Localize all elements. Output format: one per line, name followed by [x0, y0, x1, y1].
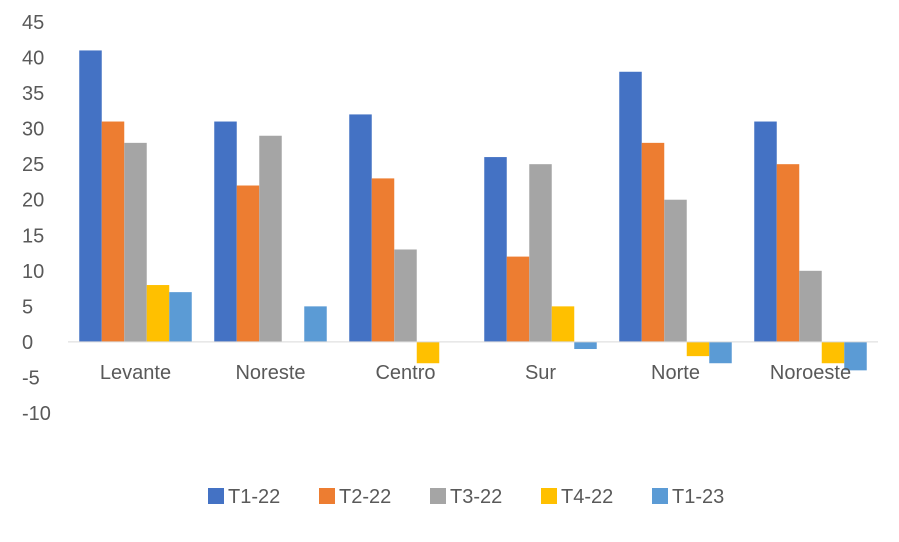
bar-t2-22-noroeste: [776, 164, 800, 342]
y-tick-label: 25: [22, 154, 44, 176]
bar-t2-22-norte: [641, 142, 665, 342]
bar-t2-22-levante: [101, 121, 125, 342]
bar-t2-22-sur: [506, 256, 530, 342]
y-tick-label: 5: [22, 296, 33, 318]
bar-t1-23-noreste: [304, 306, 327, 342]
bar-t3-22-centro: [394, 249, 417, 342]
x-tick-label: Levante: [100, 362, 171, 384]
bar-t4-22-levante: [146, 285, 170, 342]
legend-swatch: [541, 488, 557, 504]
bar-t1-22-levante: [79, 50, 102, 342]
legend-swatch: [430, 488, 446, 504]
y-tick-label: 45: [22, 12, 44, 34]
bar-t1-23-noroeste: [844, 341, 867, 371]
y-tick-label: 35: [22, 83, 44, 105]
bar-t3-22-noroeste: [799, 270, 822, 342]
y-tick-label: 0: [22, 332, 33, 354]
bar-t4-22-sur: [551, 306, 575, 342]
legend-label: T3-22: [450, 486, 502, 508]
y-tick-label: 30: [22, 119, 44, 141]
y-tick-label: 10: [22, 261, 44, 283]
x-tick-label: Norte: [651, 362, 700, 384]
y-tick-label: 40: [22, 48, 44, 70]
legend-label: T2-22: [339, 486, 391, 508]
legend-swatch: [319, 488, 335, 504]
bar-t1-23-norte: [709, 341, 732, 364]
y-axis-labels: -10 -5 0 5 10 15 20 25 30 35 40 45: [22, 12, 51, 425]
y-tick-label: -5: [22, 367, 40, 389]
bar-t3-22-noreste: [259, 135, 282, 342]
x-tick-label: Centro: [375, 362, 435, 384]
bar-t4-22-noroeste: [821, 341, 845, 364]
x-tick-label: Noreste: [235, 362, 305, 384]
bar-t2-22-centro: [371, 178, 395, 342]
bar-t4-22-norte: [686, 341, 710, 357]
bar-t1-23-sur: [574, 341, 597, 350]
legend-swatch: [208, 488, 224, 504]
legend-label: T1-23: [672, 486, 724, 508]
bar-t3-22-norte: [664, 199, 687, 342]
bar-t1-22-noroeste: [754, 121, 777, 342]
y-tick-label: -10: [22, 403, 51, 425]
legend-swatch: [652, 488, 668, 504]
y-tick-label: 20: [22, 190, 44, 212]
x-tick-label: Sur: [525, 362, 556, 384]
legend-label: T4-22: [561, 486, 613, 508]
x-axis-labels: Levante Noreste Centro Sur Norte Noroeste: [100, 362, 851, 384]
bar-t3-22-sur: [529, 164, 552, 342]
bar-t1-22-norte: [619, 71, 642, 342]
y-tick-label: 15: [22, 225, 44, 247]
bar-t4-22-centro: [416, 341, 440, 364]
bar-t1-22-centro: [349, 114, 372, 342]
x-tick-label: Noroeste: [770, 362, 851, 384]
bar-t1-22-sur: [484, 157, 507, 342]
bar-t1-23-levante: [169, 292, 192, 342]
bar-t1-22-noreste: [214, 121, 237, 342]
legend: T1-22 T2-22 T3-22 T4-22 T1-23: [208, 486, 724, 508]
legend-label: T1-22: [228, 486, 280, 508]
bar-t3-22-levante: [124, 142, 147, 342]
bar-t2-22-noreste: [236, 185, 260, 342]
bars: [79, 50, 867, 371]
